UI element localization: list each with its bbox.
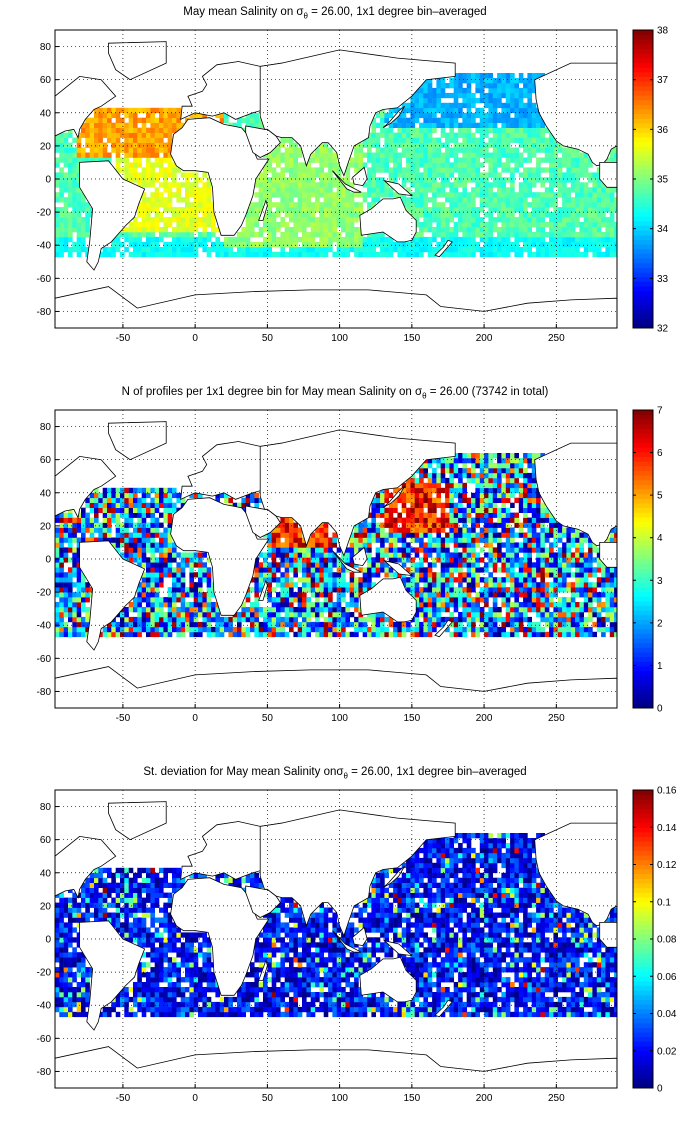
x-tick-label: 250 <box>548 1093 565 1104</box>
profile-count-panel: N of profiles per 1x1 degree bin for May… <box>0 380 696 760</box>
y-tick-label: 40 <box>40 108 52 119</box>
colorbar-tick-label: 0.06 <box>657 972 677 983</box>
y-tick-label: 60 <box>40 75 52 86</box>
y-tick-label: 60 <box>40 835 52 846</box>
y-tick-label: -40 <box>37 241 52 252</box>
x-tick-label: 0 <box>192 1093 198 1104</box>
y-tick-label: -40 <box>37 621 52 632</box>
x-tick-label: 150 <box>404 333 421 344</box>
colorbar-tick-label: 4 <box>657 533 663 544</box>
colorbar-tick-label: 5 <box>657 491 663 502</box>
coastlines <box>55 41 617 328</box>
x-tick-label: 250 <box>548 333 565 344</box>
colorbar-tick-label: 0.04 <box>657 1009 677 1020</box>
colorbar-tick-label: 37 <box>657 75 669 86</box>
y-tick-label: -60 <box>37 654 52 665</box>
colorbar-tick-label: 2 <box>657 618 663 629</box>
colorbar-tick-label: 35 <box>657 175 669 186</box>
colorbar-tick-label: 0.08 <box>657 935 677 946</box>
colorbar-tick-label: 1 <box>657 661 663 672</box>
colorbar-tick-label: 0.12 <box>657 860 677 871</box>
x-tick-label: 200 <box>476 1093 493 1104</box>
y-tick-label: 0 <box>45 555 51 566</box>
x-tick-label: 100 <box>331 333 348 344</box>
colorbar: 32 33 34 35 36 37 38 <box>632 26 669 335</box>
salinity-panel: May mean Salinity on σθ = 26.00, 1x1 deg… <box>0 0 696 380</box>
colorbar-tick-label: 0 <box>657 1084 663 1095</box>
colorbar: 0 1 2 3 4 5 6 7 <box>632 406 663 715</box>
colorbar-tick-label: 0 <box>657 704 663 715</box>
colorbar-tick-label: 33 <box>657 274 669 285</box>
salinity-map: -50 0 50 100 150 200 250806040200-20-40-60-803… <box>37 26 669 345</box>
x-tick-label: 50 <box>262 333 274 344</box>
x-tick-label: 100 <box>331 713 348 724</box>
colorbar-tick-label: 6 <box>657 448 663 459</box>
colorbar-tick-label: 0.14 <box>657 823 677 834</box>
std-deviation-title: St. deviation for May mean Salinity onσθ… <box>143 766 527 781</box>
y-tick-label: -20 <box>37 588 52 599</box>
coastlines <box>55 801 617 1088</box>
y-tick-label: 40 <box>40 488 52 499</box>
colorbar-tick-label: 7 <box>657 406 663 417</box>
y-tick-label: 80 <box>40 42 52 53</box>
y-tick-label: 0 <box>45 935 51 946</box>
profile-count-title: N of profiles per 1x1 degree bin for May… <box>121 386 549 401</box>
coastlines <box>55 421 617 708</box>
x-tick-label: 100 <box>331 1093 348 1104</box>
y-tick-label: 40 <box>40 868 52 879</box>
colorbar-tick-label: 34 <box>657 224 669 235</box>
x-tick-label: 200 <box>476 333 493 344</box>
y-tick-label: -60 <box>37 1034 52 1045</box>
y-tick-label: 80 <box>40 802 52 813</box>
y-tick-label: -80 <box>37 1067 52 1078</box>
colorbar-tick-label: 36 <box>657 125 669 136</box>
x-tick-label: -50 <box>116 1093 131 1104</box>
grid-lines <box>55 410 617 708</box>
colorbar-tick-label: 0.16 <box>657 786 677 797</box>
y-tick-label: 80 <box>40 422 52 433</box>
y-tick-label: -80 <box>37 687 52 698</box>
x-tick-label: 200 <box>476 713 493 724</box>
x-tick-label: 50 <box>262 713 274 724</box>
x-tick-label: -50 <box>116 713 131 724</box>
y-tick-label: 0 <box>45 175 51 186</box>
grid-lines <box>55 790 617 1088</box>
data-cells <box>55 73 617 258</box>
x-tick-label: 150 <box>404 1093 421 1104</box>
colorbar-tick-label: 0.1 <box>657 897 671 908</box>
y-tick-label: -60 <box>37 274 52 285</box>
y-tick-label: 20 <box>40 901 52 912</box>
y-tick-label: 20 <box>40 521 52 532</box>
colorbar-tick-label: 0.02 <box>657 1046 677 1057</box>
profile-count-map: -50 0 50 100 150 200 250806040200-20-40-60-800… <box>37 406 663 725</box>
x-tick-label: 50 <box>262 1093 274 1104</box>
colorbar-tick-label: 38 <box>657 26 669 37</box>
x-tick-label: 0 <box>192 333 198 344</box>
colorbar-tick-label: 3 <box>657 576 663 587</box>
y-tick-label: 60 <box>40 455 52 466</box>
y-tick-label: 20 <box>40 141 52 152</box>
y-tick-label: -20 <box>37 208 52 219</box>
x-tick-label: 250 <box>548 713 565 724</box>
y-tick-label: -40 <box>37 1001 52 1012</box>
y-tick-label: -80 <box>37 307 52 318</box>
data-cells <box>55 453 617 638</box>
colorbar-tick-label: 32 <box>657 324 669 335</box>
salinity-title: May mean Salinity on σθ = 26.00, 1x1 deg… <box>183 6 487 21</box>
data-cells <box>55 833 617 1018</box>
x-tick-label: 0 <box>192 713 198 724</box>
std-deviation-map: -50 0 50 100 150 200 250806040200-20-40-60-800… <box>37 786 677 1105</box>
x-tick-label: 150 <box>404 713 421 724</box>
y-tick-label: -20 <box>37 968 52 979</box>
grid-lines <box>55 30 617 328</box>
colorbar: 0 0.02 0.04 0.06 0.08 0.1 0.12 0.14 0.16 <box>632 786 677 1095</box>
x-tick-label: -50 <box>116 333 131 344</box>
std-deviation-panel: St. deviation for May mean Salinity onσθ… <box>0 760 696 1140</box>
